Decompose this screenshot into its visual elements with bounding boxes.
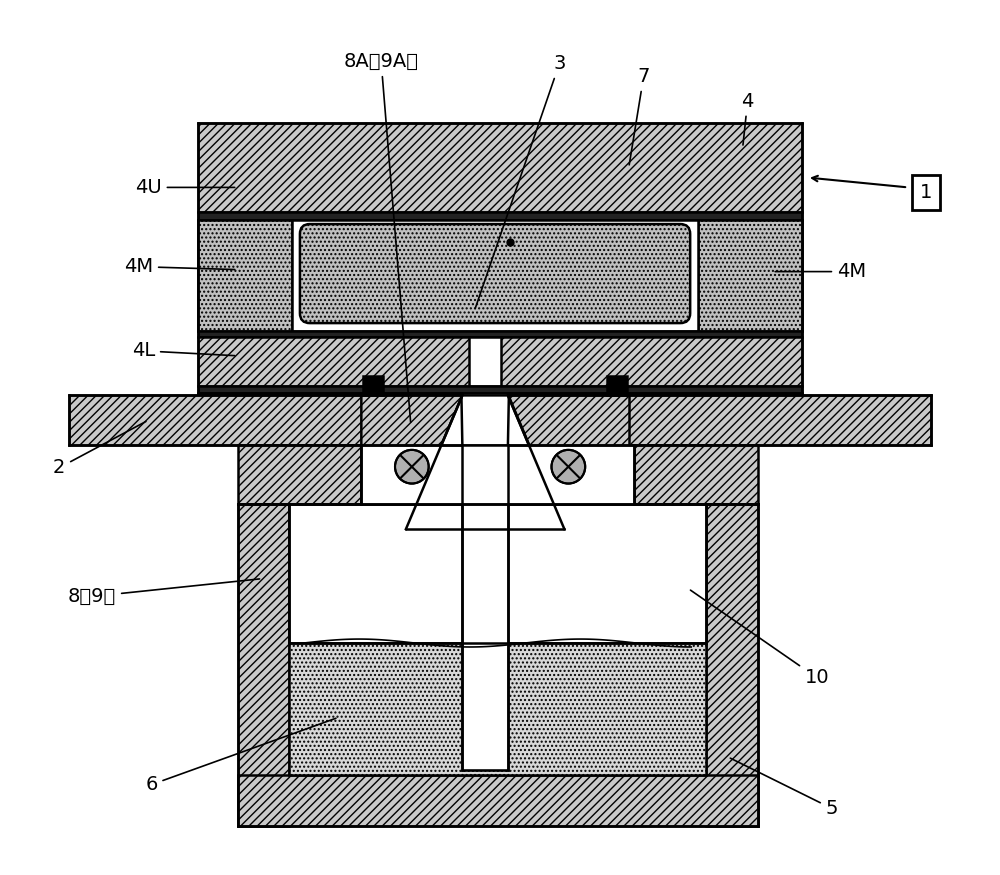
Circle shape [552,450,585,484]
Text: 4L: 4L [132,341,235,360]
Text: 5: 5 [730,758,838,818]
Bar [634,444,758,504]
Text: 4: 4 [741,92,754,145]
Bar [363,375,383,396]
Text: 2: 2 [53,422,146,477]
Bar [361,444,634,504]
Bar [469,337,501,386]
Bar [238,504,289,826]
Text: 7: 7 [629,67,650,164]
Bar [238,444,361,504]
Bar [289,643,706,774]
Bar [462,444,508,770]
Text: 4M: 4M [124,257,235,276]
Bar [198,220,802,331]
Circle shape [395,450,429,484]
Bar [698,220,802,331]
Bar [69,396,461,444]
Text: 8A（9A）: 8A（9A） [344,52,419,423]
Polygon shape [461,394,509,444]
Bar [198,123,802,212]
Bar [607,375,627,396]
Bar [706,504,758,826]
Text: 6: 6 [145,718,336,795]
Text: 1: 1 [920,183,932,202]
Polygon shape [508,396,629,529]
Text: 4U: 4U [135,178,235,197]
Bar [198,212,802,220]
Bar [198,337,802,386]
Text: 10: 10 [690,590,829,687]
Bar [198,220,292,331]
Polygon shape [406,396,564,529]
Bar [292,220,698,331]
Bar [198,331,802,337]
Bar [509,396,931,444]
Polygon shape [361,396,462,529]
Text: 8（9）: 8（9） [68,579,260,606]
Bar [238,774,758,826]
Text: 3: 3 [475,54,566,309]
Bar [289,504,706,643]
Text: 4M: 4M [775,262,866,281]
FancyBboxPatch shape [300,224,690,323]
Bar [198,386,802,394]
